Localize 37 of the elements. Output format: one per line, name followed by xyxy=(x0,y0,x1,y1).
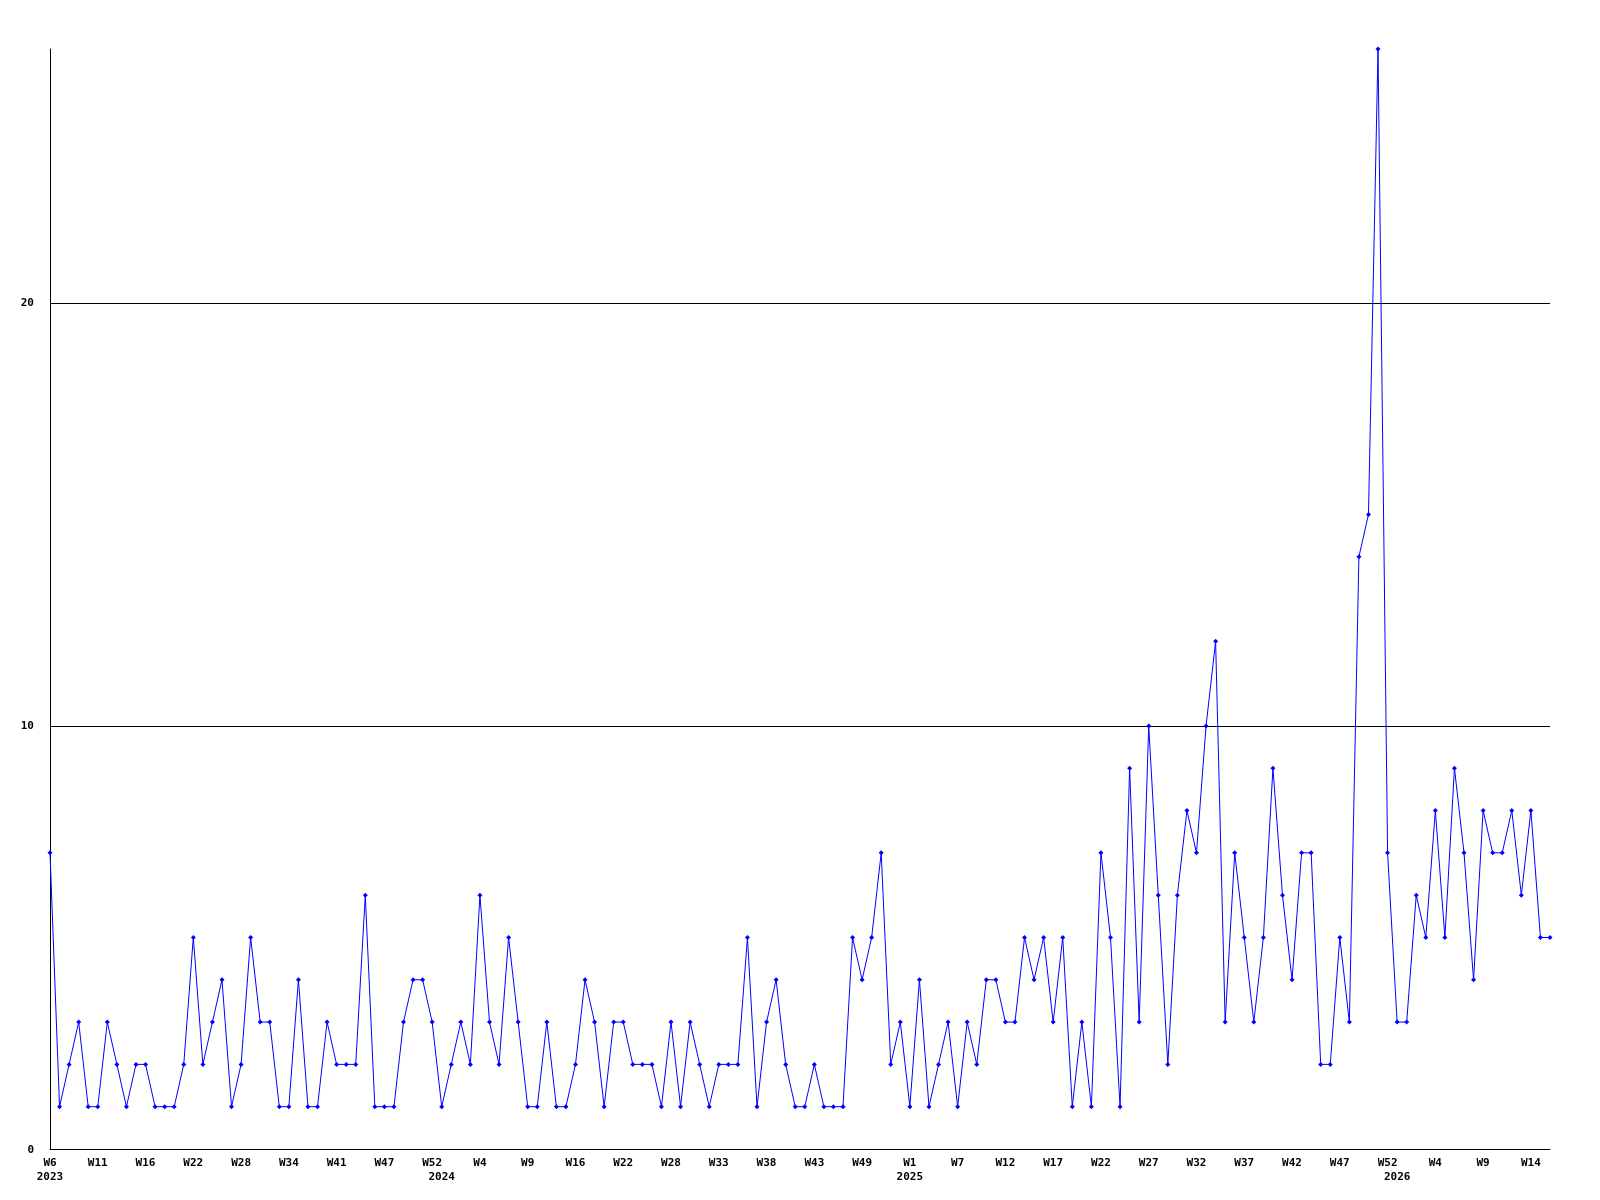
x-tick-label: W32 xyxy=(1186,1155,1207,1169)
x-tick-label: 2024 xyxy=(428,1169,456,1183)
x-tick-label: 2026 xyxy=(1383,1169,1411,1183)
x-tick-label: W52 xyxy=(422,1155,443,1169)
x-tick-label: W4 xyxy=(1428,1155,1443,1169)
y-tick-label: 20 xyxy=(20,296,34,310)
x-tick-label: W52 xyxy=(1377,1155,1398,1169)
x-tick-label: W7 xyxy=(951,1155,965,1169)
x-tick-label: W27 xyxy=(1138,1155,1159,1169)
x-tick-label: W12 xyxy=(995,1155,1016,1169)
x-tick-label: W11 xyxy=(87,1155,109,1169)
x-tick-label: W38 xyxy=(756,1155,777,1169)
x-tick-label: W6 2023 xyxy=(36,1155,64,1183)
x-tick-label: W22 xyxy=(183,1155,204,1169)
x-tick-label: W37 xyxy=(1234,1155,1255,1169)
x-tick-label: W4 xyxy=(473,1155,487,1169)
x-tick-label: W34 xyxy=(278,1155,300,1169)
x-tick-label: W17 xyxy=(1043,1155,1064,1169)
x-tick-label: W22 xyxy=(613,1155,634,1169)
x-tick-label: W43 xyxy=(804,1155,825,1169)
x-tick-label: W49 xyxy=(852,1155,873,1169)
x-tick-label: W33 xyxy=(708,1155,729,1169)
x-tick-label: W9 xyxy=(1476,1155,1490,1169)
x-tick-label: W22 xyxy=(1091,1155,1111,1169)
x-tick-label: W16 xyxy=(565,1155,586,1169)
x-tick-label: W47 xyxy=(374,1155,395,1169)
x-tick-label: W42 xyxy=(1282,1155,1302,1169)
y-tick-label: 0 xyxy=(27,1142,34,1156)
x-tick-label: W9 xyxy=(521,1155,535,1169)
y-tick-label: 10 xyxy=(20,719,34,733)
x-tick-label: W14 xyxy=(1520,1155,1542,1169)
x-tick-label: W41 xyxy=(326,1155,347,1169)
x-tick-label: W28 xyxy=(231,1155,252,1169)
x-tick-label: W16 xyxy=(135,1155,156,1169)
x-tick-label: W1 2025 xyxy=(896,1155,924,1183)
x-tick-label: W28 xyxy=(661,1155,681,1169)
x-tick-label: W47 xyxy=(1329,1155,1350,1169)
